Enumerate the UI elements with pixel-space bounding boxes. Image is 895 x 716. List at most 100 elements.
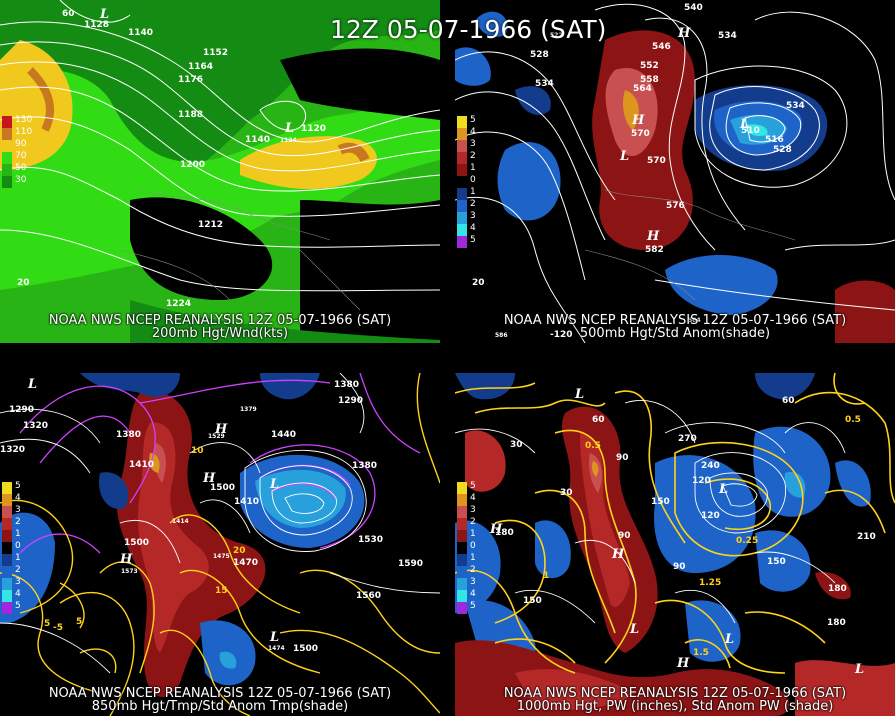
low-marker: L xyxy=(27,377,37,392)
map-label: 1530 xyxy=(358,535,383,545)
high-marker: H xyxy=(214,422,228,437)
map-label: 534 xyxy=(535,79,554,89)
legend-label: 4 xyxy=(470,493,476,503)
map-label: 20 xyxy=(472,278,485,288)
panel-200mb-wind: 1128 1140 1152 1164 1176 1188 1200 1140 … xyxy=(0,0,440,343)
map-label: 270 xyxy=(678,434,697,444)
legend-swatch xyxy=(2,176,12,188)
map-label: 1164 xyxy=(188,62,213,72)
legend-swatch xyxy=(457,494,467,506)
legend-label: 30 xyxy=(15,175,27,185)
legend-swatch xyxy=(2,116,12,128)
low-marker: L xyxy=(739,117,749,132)
legend-label: 5 xyxy=(470,115,476,125)
map-label: 570 xyxy=(631,129,650,139)
legend-label: 5 xyxy=(15,601,21,611)
map-850mb: 1290 1320 1380 1410 1440 1500 1410 1380 … xyxy=(0,373,440,716)
legend-swatch xyxy=(2,590,12,602)
legend-swatch xyxy=(2,482,12,494)
legend-label: 90 xyxy=(15,139,27,149)
high-marker: H xyxy=(611,547,625,562)
map-label: 1475 xyxy=(213,553,230,560)
map-label: 1590 xyxy=(398,559,423,569)
panel-850mb-temperature: 1290 1320 1380 1410 1440 1500 1410 1380 … xyxy=(0,373,440,716)
legend-swatch xyxy=(2,140,12,152)
legend-swatch xyxy=(2,566,12,578)
map-label: 1124 xyxy=(280,137,297,144)
map-label: 1188 xyxy=(178,110,203,120)
high-marker: H xyxy=(677,26,691,41)
map-label: 0.5 xyxy=(585,441,601,451)
map-label: 180 xyxy=(495,528,514,538)
legend-label: 3 xyxy=(15,505,21,515)
map-label: 1380 xyxy=(334,380,359,390)
legend-label: 1 xyxy=(15,553,21,563)
legend-swatch xyxy=(457,530,467,542)
map-label: 1410 xyxy=(129,460,154,470)
map-label: 552 xyxy=(640,61,659,71)
map-label: 1470 xyxy=(233,558,258,568)
map-label: 1152 xyxy=(203,48,228,58)
map-label: 90 xyxy=(616,453,629,463)
high-marker: H xyxy=(489,522,503,537)
legend-label: 4 xyxy=(470,223,476,233)
map-label: 180 xyxy=(827,618,846,628)
map-label: 30 xyxy=(510,440,523,450)
legend-swatch xyxy=(457,506,467,518)
legend-label: 4 xyxy=(15,493,21,503)
map-label: 1573 xyxy=(121,568,138,575)
map-label: 5 xyxy=(44,619,50,629)
map-label: 1500 xyxy=(210,483,235,493)
map-label: 1120 xyxy=(301,124,326,134)
legend-label: 5 xyxy=(470,235,476,245)
map-label: 564 xyxy=(688,317,701,324)
legend-swatch xyxy=(457,542,467,554)
map-label: 528 xyxy=(773,145,792,155)
legend-swatch xyxy=(457,200,467,212)
legend-swatch xyxy=(457,128,467,140)
map-label: 570 xyxy=(647,156,666,166)
map-label: 1140 xyxy=(128,28,153,38)
map-label: 1200 xyxy=(180,160,205,170)
caption-line1: NOAA NWS NCEP REANALYSIS 12Z 05-07-1966 … xyxy=(503,686,847,701)
map-label: 1176 xyxy=(178,75,203,85)
map-label: 516 xyxy=(765,135,784,145)
map-label: 1529 xyxy=(208,433,225,440)
high-marker: H xyxy=(676,656,690,671)
caption-line2: 850mb Hgt/Tmp/Std Anom Tmp(shade) xyxy=(91,699,349,714)
legend-swatch xyxy=(457,554,467,566)
map-label: 60 xyxy=(782,396,795,406)
legend-label: 50 xyxy=(15,163,27,173)
map-label: 60 xyxy=(592,415,605,425)
low-marker: L xyxy=(619,149,629,164)
legend-swatch xyxy=(457,188,467,200)
map-label: 30 xyxy=(560,488,573,498)
map-label: 20 xyxy=(233,546,246,556)
legend-swatch xyxy=(2,554,12,566)
legend-label: 5 xyxy=(15,481,21,491)
legend-label: 1 xyxy=(470,529,476,539)
map-label: 586 xyxy=(495,332,508,339)
low-marker: L xyxy=(99,7,109,22)
legend-label: 0 xyxy=(15,541,21,551)
map-200mb: 1128 1140 1152 1164 1176 1188 1200 1140 … xyxy=(0,0,440,343)
legend-label: 1 xyxy=(15,529,21,539)
legend-label: 2 xyxy=(470,199,476,209)
legend-swatch xyxy=(457,566,467,578)
map-label: 0.25 xyxy=(736,536,758,546)
caption-line2: 200mb Hgt/Wnd(kts) xyxy=(151,326,289,341)
legend-label: 110 xyxy=(15,127,33,137)
legend-label: 3 xyxy=(15,577,21,587)
panel-1000mb-precipitable-water: 30 60 90 120 150 180 210 240 270 0.25 0.… xyxy=(455,373,895,716)
map-label: 1379 xyxy=(240,406,257,413)
map-label: 1410 xyxy=(234,497,259,507)
map-label: 180 xyxy=(828,584,847,594)
legend-label: 1 xyxy=(470,163,476,173)
map-label: 210 xyxy=(857,532,876,542)
legend-swatch xyxy=(457,482,467,494)
legend-label: 1 xyxy=(470,553,476,563)
legend-swatch xyxy=(2,530,12,542)
page-title: 12Z 05-07-1966 (SAT) xyxy=(330,15,607,44)
low-marker: L xyxy=(269,630,279,645)
map-500mb: 540 534 528 546 552 558 564 570 534 510 … xyxy=(455,0,895,343)
